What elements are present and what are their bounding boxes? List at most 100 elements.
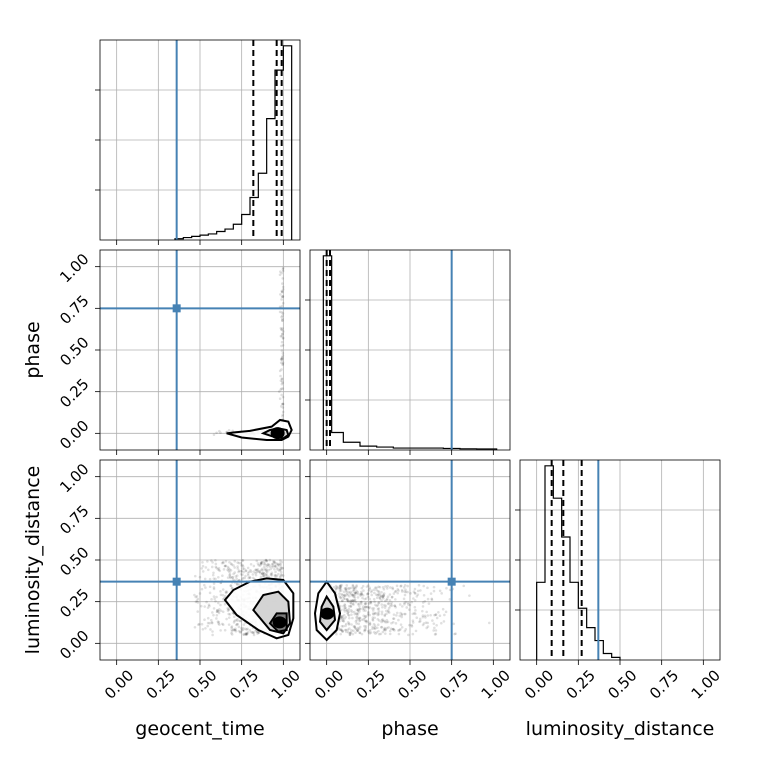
sample-point [353,598,357,602]
sample-point [413,611,416,615]
sample-point [281,413,285,417]
sample-point [364,619,368,623]
sample-point [246,572,250,575]
sample-point [267,568,271,572]
sample-point [274,564,277,568]
sample-point [339,586,342,590]
sample-point [279,573,283,576]
sample-point [364,628,367,632]
contour-line [252,590,292,635]
sample-point [351,632,355,636]
sample-point [344,606,347,610]
sample-point [346,599,349,602]
sample-point [404,588,407,592]
sample-point [219,593,223,597]
sample-point [241,565,245,568]
sample-point [397,618,400,622]
sample-point [433,613,436,617]
sample-point [235,583,239,586]
truth-marker [172,304,181,313]
sample-point [226,607,229,610]
contours-geocent_time_vs_luminosity_distance [223,577,295,640]
sample-point [208,591,212,595]
sample-point [398,614,402,618]
sample-point [356,603,360,606]
sample-point [352,586,355,590]
sample-point [359,600,363,604]
sample-point [434,613,437,617]
histogram-geocent_time [174,45,293,240]
sample-point [234,575,238,578]
sample-point [265,569,268,573]
sample-point [352,593,355,597]
sample-point [219,629,222,632]
sample-point [206,560,209,563]
sample-point [354,631,357,634]
sample-point [233,628,237,632]
sample-point [227,608,231,612]
y-axis-label-phase: phase [22,321,44,378]
sample-point [414,612,417,616]
sample-point [246,631,250,634]
sample-point [363,629,366,633]
sample-point [262,563,266,566]
sample-point [342,604,345,608]
sample-point [237,583,241,586]
sample-point [221,560,225,564]
sample-point [349,631,352,635]
sample-point [220,561,224,565]
sample-point [278,273,282,277]
sample-point [211,630,214,633]
sample-point [235,623,238,627]
sample-point [227,623,231,626]
sample-point [229,569,233,572]
sample-point [421,615,425,619]
sample-point [236,619,239,622]
sample-point [193,625,197,629]
sample-point [269,572,273,576]
sample-point [264,558,268,562]
sample-point [385,626,389,630]
sample-point [352,603,355,606]
sample-point [235,582,239,586]
sample-point [259,571,262,575]
sample-point [238,619,242,623]
sample-point [342,613,346,617]
sample-point [361,607,364,610]
sample-point [378,592,381,596]
sample-point [360,592,364,595]
sample-point [363,624,366,628]
sample-point [341,599,344,602]
sample-point [280,380,284,383]
sample-point [232,628,235,631]
sample-point [198,592,202,595]
sample-point [215,613,219,617]
sample-point [349,604,353,608]
sample-point [355,618,359,622]
sample-point [354,620,358,623]
sample-point [388,605,392,608]
sample-point [367,629,370,633]
sample-point [381,595,385,599]
sample-point [371,625,374,629]
sample-point [339,584,342,587]
sample-point [368,606,371,609]
sample-point [384,628,387,632]
sample-point [380,612,384,616]
sample-point [366,592,370,595]
sample-point [377,632,381,636]
y-tick-label: 0.25 [56,585,92,621]
sample-point [382,603,386,607]
sample-point [278,568,282,572]
sample-point [373,591,376,595]
sample-point [228,568,232,571]
sample-point [228,574,231,577]
sample-point [438,589,442,593]
sample-point [349,601,352,604]
sample-point [241,567,245,570]
sample-point [388,593,392,596]
sample-point [193,593,196,597]
sample-point [389,627,393,630]
sample-point [384,632,387,635]
sample-point [254,568,257,572]
